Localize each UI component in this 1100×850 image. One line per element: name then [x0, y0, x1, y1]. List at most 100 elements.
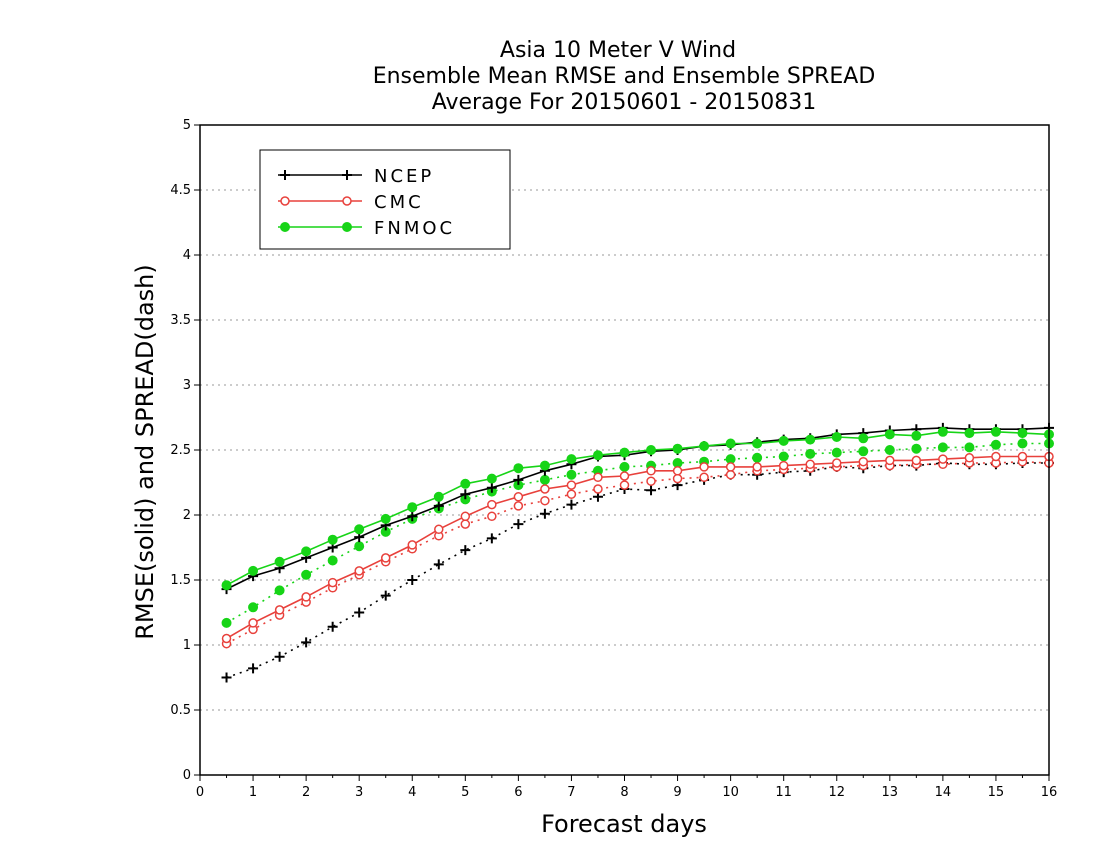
cmc-rmse-point [672, 466, 683, 476]
fnmoc-rmse-point [566, 454, 577, 465]
cmc-spread-point [540, 495, 550, 506]
cmc-rmse-point [540, 484, 550, 494]
y-tick-label: 5 [183, 118, 191, 133]
y-tick-label: 0 [183, 768, 191, 783]
cmc-rmse-point [460, 511, 471, 522]
x-axis-label: Forecast days [541, 810, 707, 838]
x-tick-label: 1 [249, 785, 257, 800]
cmc-spread-point [513, 501, 524, 511]
ncep-rmse-point [433, 500, 444, 511]
fnmoc-rmse-point [301, 546, 312, 557]
legend-box [259, 149, 511, 250]
x-tick-label: 9 [673, 785, 681, 800]
legend-item-fnmoc: FNMOC [278, 218, 452, 239]
cmc-rmse-point [593, 472, 603, 483]
fnmoc-rmse-point [646, 445, 657, 455]
cmc-rmse-point [752, 462, 762, 472]
ncep-rmse-series [221, 422, 1054, 595]
fnmoc-rmse-point [619, 447, 630, 458]
fnmoc-spread-point [619, 461, 630, 472]
cmc-rmse-point [380, 553, 391, 563]
ncep-spread-point [407, 575, 418, 585]
cmc-rmse-point [1017, 451, 1028, 462]
fnmoc-rmse-point [911, 430, 922, 441]
x-tick-label: 13 [882, 785, 899, 800]
legend-marker-start [280, 222, 290, 232]
fnmoc-rmse-point [831, 432, 842, 442]
cmc-spread-line [226, 460, 1050, 645]
fnmoc-spread-point [937, 442, 948, 453]
plot-frame [199, 124, 1050, 776]
fnmoc-rmse-point [937, 426, 948, 437]
fnmoc-spread-point [248, 602, 259, 613]
legend-marker-end [342, 222, 352, 232]
ncep-spread-point [460, 545, 471, 556]
ncep-spread-point [566, 499, 577, 510]
cmc-rmse-point [513, 492, 524, 502]
fnmoc-rmse-point [884, 429, 895, 440]
x-tick-label: 11 [775, 785, 792, 800]
fnmoc-spread-point [327, 555, 338, 566]
ncep-spread-point [380, 590, 391, 601]
x-tick-label: 16 [1041, 785, 1058, 800]
legend-marker-start [280, 196, 290, 206]
fnmoc-spread-point [778, 451, 789, 462]
ncep-spread-line [226, 462, 1049, 679]
cmc-spread-point [460, 519, 471, 529]
cmc-rmse-point [327, 577, 338, 588]
legend-item-ncep: NCEP [278, 166, 431, 187]
fnmoc-rmse-series [221, 426, 1054, 591]
title-line-3: Average For 20150601 - 20150831 [432, 90, 817, 115]
fnmoc-rmse-point [460, 478, 471, 489]
fnmoc-rmse-line [226, 430, 1050, 586]
fnmoc-rmse-point [964, 428, 975, 439]
cmc-rmse-point [407, 540, 417, 550]
ncep-spread-point [274, 651, 285, 662]
fnmoc-rmse-point [805, 434, 816, 445]
fnmoc-spread-series [221, 438, 1054, 628]
fnmoc-spread-point [964, 442, 975, 453]
legend-label: CMC [374, 192, 424, 213]
fnmoc-rmse-point [539, 460, 550, 471]
cmc-spread-point [566, 489, 577, 499]
cmc-rmse-point [858, 456, 869, 467]
ncep-spread-point [327, 621, 338, 632]
ncep-spread-point [539, 508, 550, 519]
cmc-spread-point [646, 476, 656, 486]
fnmoc-spread-point [566, 469, 577, 480]
fnmoc-spread-point [274, 585, 285, 596]
fnmoc-rmse-point [380, 513, 391, 524]
title-line-2: Ensemble Mean RMSE and Ensemble SPREAD [373, 64, 876, 89]
fnmoc-rmse-point [672, 443, 683, 454]
fnmoc-rmse-point [513, 463, 524, 474]
cmc-rmse-point [778, 460, 789, 471]
cmc-rmse-line [226, 455, 1049, 640]
fnmoc-rmse-point [274, 556, 285, 567]
cmc-rmse-point [885, 455, 895, 466]
fnmoc-spread-point [858, 446, 869, 457]
x-tick-label: 15 [988, 785, 1005, 800]
legend: NCEP CMC FNMOC [259, 149, 511, 250]
cmc-rmse-point [938, 454, 948, 464]
cmc-rmse-point [221, 633, 232, 644]
ncep-spread-point [513, 519, 524, 530]
fnmoc-rmse-point [407, 502, 418, 513]
ncep-rmse-point [513, 474, 524, 485]
fnmoc-rmse-point [592, 450, 603, 461]
cmc-rmse-series [221, 451, 1054, 644]
x-tick-label: 5 [461, 785, 469, 800]
ncep-rmse-point [486, 482, 497, 493]
plot-series [221, 422, 1054, 683]
x-tick-label: 12 [828, 785, 845, 800]
fnmoc-spread-point [752, 452, 763, 463]
fnmoc-spread-point [911, 443, 922, 454]
cmc-rmse-point [566, 480, 577, 490]
fnmoc-rmse-point [1017, 428, 1028, 439]
fnmoc-spread-point [354, 541, 365, 552]
fnmoc-spread-point [831, 447, 842, 458]
x-tick-label: 4 [408, 785, 416, 800]
x-tick-label: 10 [722, 785, 739, 800]
fnmoc-rmse-point [752, 438, 763, 449]
ncep-spread-point [248, 663, 259, 674]
